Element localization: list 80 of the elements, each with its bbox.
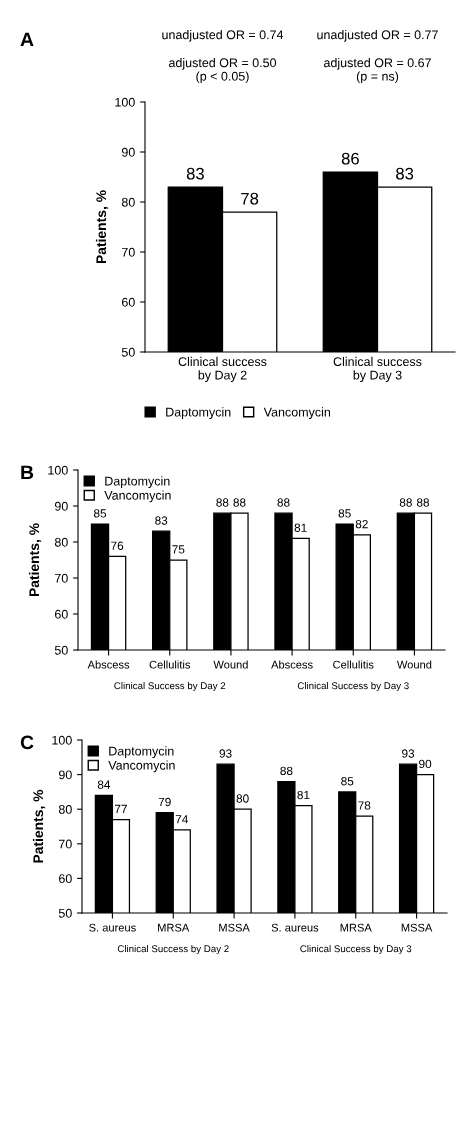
data-label: 86 (341, 152, 359, 165)
data-label: 79 (158, 797, 171, 807)
chart-title: B (21, 465, 34, 480)
text: unadjusted OR = 0.77 (317, 30, 438, 42)
data-label: 83 (396, 167, 414, 180)
y-tick-label: 100 (52, 735, 72, 745)
x-tick-label: Cellulitis (333, 660, 374, 669)
legend-label: Vancomycin (108, 760, 175, 773)
data-label: 75 (172, 545, 185, 554)
data-label: 74 (175, 815, 188, 824)
data-label: 80 (236, 794, 249, 803)
x-tick-label: S. aureus (271, 923, 319, 932)
y-tick-label: 100 (115, 97, 135, 107)
y-axis-title: Patients, % (28, 523, 42, 597)
x-tick-label: Abscess (271, 660, 313, 669)
data-label: 93 (219, 749, 232, 758)
y-tick-label: 100 (48, 465, 68, 475)
data-label: 84 (97, 780, 111, 789)
data-label: 88 (280, 766, 293, 776)
data-label: 83 (155, 516, 168, 525)
x-tick-label: Cellulitis (149, 660, 191, 669)
text: Clinical Success by Day 3 (300, 945, 412, 955)
text: Clinical Success by Day 2 (117, 945, 229, 955)
legend-label: Vancomycin (104, 490, 171, 503)
text: Clinical Success by Day 3 (297, 682, 409, 692)
legend-label: Daptomycin (109, 746, 174, 758)
x-tick-label: MSSA (219, 923, 250, 932)
y-tick-label: 70 (122, 247, 135, 257)
data-label: 88 (399, 498, 412, 507)
data-label: 83 (186, 167, 204, 180)
y-tick-label: 80 (54, 537, 68, 547)
y-tick-label: 50 (121, 347, 135, 357)
data-label: 85 (93, 509, 107, 518)
legend-label: Daptomycin (105, 476, 170, 488)
data-label: 82 (355, 519, 368, 529)
data-label: 85 (341, 777, 354, 786)
data-label: 81 (294, 523, 307, 532)
y-tick-label: 60 (59, 874, 72, 884)
y-tick-label: 60 (122, 297, 135, 307)
text: Clinical Success by Day 2 (114, 682, 226, 692)
y-tick-label: 90 (58, 770, 72, 780)
data-label: 93 (402, 749, 415, 758)
y-tick-label: 60 (55, 609, 68, 619)
data-label: 88 (277, 498, 290, 507)
y-tick-label: 90 (54, 501, 68, 511)
data-label: 90 (419, 759, 432, 769)
data-label: 88 (416, 498, 430, 507)
data-label: 88 (216, 498, 229, 507)
data-label: 85 (338, 509, 351, 518)
data-label: 81 (297, 790, 310, 800)
legend-label: Daptomycin (166, 407, 231, 419)
x-tick-label: MRSA (158, 923, 190, 932)
data-label: 88 (233, 498, 246, 507)
x-tick-label: Abscess (87, 660, 130, 669)
y-tick-label: 70 (55, 573, 68, 583)
data-label: 78 (358, 801, 371, 810)
data-label: 78 (241, 192, 259, 205)
x-tick-label: Clinical success by Day 2 (178, 356, 267, 382)
text: adjusted OR = 0.67 (p = ns) (324, 58, 431, 84)
y-tick-label: 50 (54, 645, 68, 655)
y-tick-label: 80 (58, 805, 72, 814)
x-tick-label: Wound (213, 660, 248, 669)
text: adjusted OR = 0.50 (p < 0.05) (169, 58, 277, 84)
x-tick-label: Clinical success by Day 3 (333, 356, 422, 382)
y-axis-title: Patients, % (95, 190, 109, 264)
y-axis-title: Patients, % (32, 789, 46, 863)
legend-label: Vancomycin (263, 407, 331, 419)
x-tick-label: MRSA (340, 923, 372, 932)
data-label: 76 (111, 541, 124, 550)
chart-title: C (20, 735, 34, 750)
data-label: 77 (114, 804, 127, 813)
chart-title: A (20, 32, 34, 47)
x-tick-label: MSSA (401, 923, 433, 932)
y-tick-label: 80 (121, 197, 135, 207)
x-tick-label: S. aureus (89, 923, 136, 932)
y-tick-label: 50 (58, 908, 72, 918)
y-tick-label: 90 (121, 147, 135, 157)
text: unadjusted OR = 0.74 (162, 30, 284, 42)
x-tick-label: Wound (396, 660, 432, 669)
y-tick-label: 70 (59, 839, 72, 849)
